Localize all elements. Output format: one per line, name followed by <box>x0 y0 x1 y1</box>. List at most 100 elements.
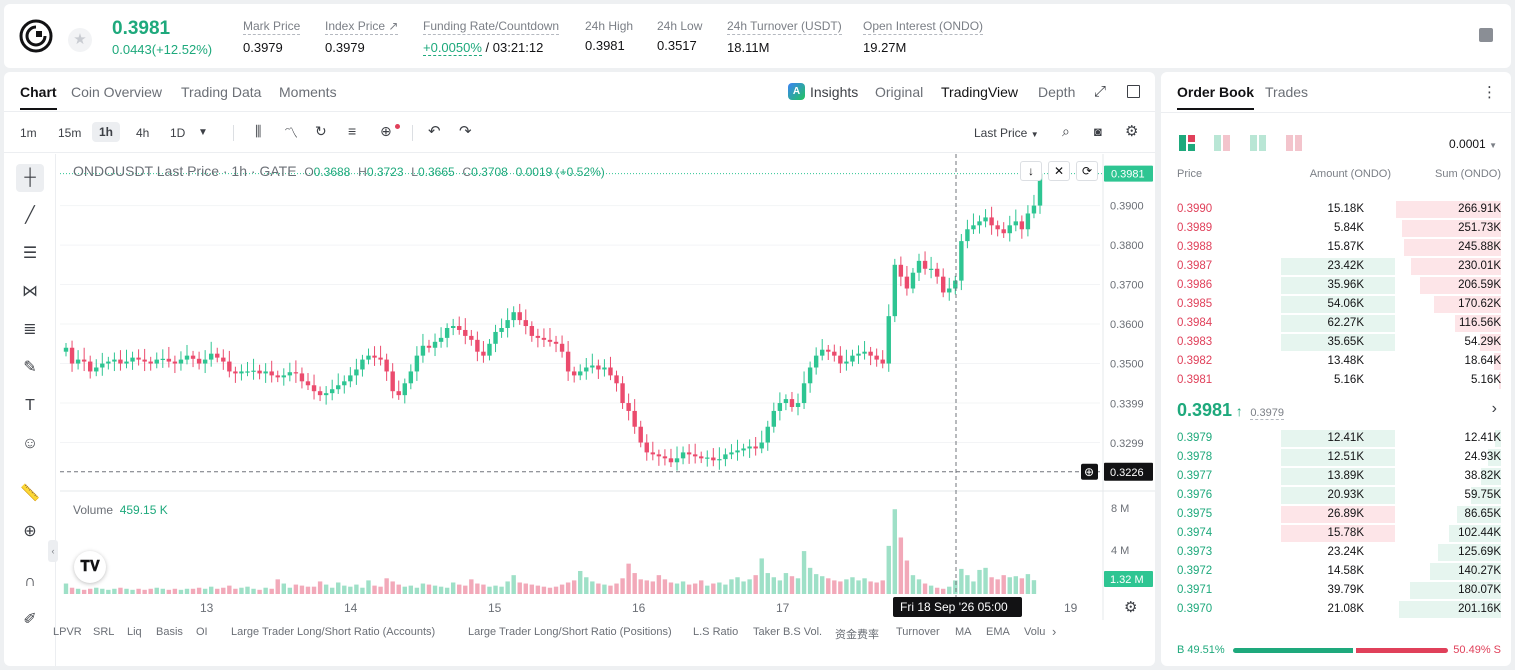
tab-moments[interactable]: Moments <box>279 84 337 100</box>
view-buy-icon[interactable] <box>1250 135 1266 151</box>
fib-tool-icon[interactable]: ≣ <box>23 321 37 338</box>
favorite-star-icon[interactable]: ★ <box>68 28 92 52</box>
bid-row[interactable]: 0.3972 14.58K 140.27K <box>1161 562 1511 581</box>
indicator-scroll-right-icon[interactable]: › <box>1052 624 1057 639</box>
view-sell-icon[interactable] <box>1214 135 1230 151</box>
interval-1d[interactable]: 1D <box>170 126 186 140</box>
view-both-icon[interactable] <box>1179 135 1195 151</box>
tab-trading-data[interactable]: Trading Data <box>181 84 262 100</box>
tab-trades[interactable]: Trades <box>1265 84 1309 100</box>
tab-original[interactable]: Original <box>875 84 924 100</box>
indicators-icon[interactable]: 〽 <box>284 125 298 141</box>
volume-bar <box>529 584 535 594</box>
bid-row[interactable]: 0.3978 12.51K 24.93K <box>1161 448 1511 467</box>
indicator-lpvr[interactable]: LPVR <box>53 626 82 638</box>
indicator-ltlsr-accounts[interactable]: Large Trader Long/Short Ratio (Accounts) <box>231 626 436 638</box>
indicator-srl[interactable]: SRL <box>93 626 115 638</box>
ask-row[interactable]: 0.3982 13.48K 18.64K <box>1161 352 1511 371</box>
templates-icon[interactable]: ≡ <box>348 123 357 139</box>
search-icon[interactable]: ⌕ <box>1062 123 1070 139</box>
window-icon[interactable] <box>1127 85 1140 98</box>
settings-gear-icon[interactable]: ⚙ <box>1125 123 1139 140</box>
tab-chart[interactable]: Chart <box>20 84 57 110</box>
text-tool-icon[interactable]: T <box>25 397 35 414</box>
bid-row[interactable]: 0.3979 12.41K 12.41K <box>1161 429 1511 448</box>
stat-index-price[interactable]: Index Price ↗ 0.3979 <box>325 19 399 55</box>
interval-1h[interactable]: 1h <box>92 122 121 142</box>
tradingview-logo[interactable]: 𝐓𝐕 <box>74 551 106 583</box>
emoji-tool-icon[interactable]: ☺ <box>21 435 39 452</box>
add-indicator-icon[interactable]: ⊕ <box>380 123 392 139</box>
indicator-basis[interactable]: Basis <box>156 626 183 638</box>
interval-15m[interactable]: 15m <box>58 126 82 140</box>
chart-settings-gear-icon[interactable]: ⚙ <box>1124 599 1138 616</box>
tab-insights[interactable]: Insights <box>810 84 859 100</box>
expand-icon[interactable]: ⤢ <box>1094 83 1107 100</box>
pencil-lock-icon[interactable]: ✐ <box>23 611 37 628</box>
bid-row[interactable]: 0.3977 13.89K 38.82K <box>1161 467 1511 486</box>
chart-maximize-button[interactable]: ⟳ <box>1076 161 1098 181</box>
ask-row[interactable]: 0.3990 15.18K 266.91K <box>1161 200 1511 219</box>
ruler-tool-icon[interactable]: 📏 <box>20 485 40 502</box>
view-depth-icon[interactable] <box>1286 135 1302 151</box>
candle-type-icon[interactable]: ⫼ <box>255 123 262 139</box>
orderbook-more-icon[interactable]: ⋮ <box>1482 84 1497 101</box>
indicator-oi[interactable]: OI <box>196 626 208 638</box>
ask-row[interactable]: 0.3986 35.96K 206.59K <box>1161 276 1511 295</box>
tab-order-book[interactable]: Order Book <box>1177 84 1255 110</box>
trendline-tool-icon[interactable]: ╱ <box>25 207 35 224</box>
bid-sum-bar <box>1410 582 1501 599</box>
bid-row[interactable]: 0.3970 21.08K 201.16K <box>1161 600 1511 619</box>
interval-4h[interactable]: 4h <box>136 126 150 140</box>
ask-row[interactable]: 0.3985 54.06K 170.62K <box>1161 295 1511 314</box>
interval-1m[interactable]: 1m <box>20 126 37 140</box>
bid-row[interactable]: 0.3976 20.93K 59.75K <box>1161 486 1511 505</box>
collapse-toolbar-icon[interactable]: ‹ <box>48 540 58 562</box>
pattern-tool-icon[interactable]: ⋈ <box>22 283 38 300</box>
volume-bar <box>856 580 861 594</box>
price-type-select[interactable]: Last Price ▼ <box>974 126 1039 140</box>
ask-row[interactable]: 0.3989 5.84K 251.73K <box>1161 219 1511 238</box>
ask-sum: 230.01K <box>1458 260 1501 272</box>
candlestick-chart[interactable]: 0.3900 0.3800 0.3700 0.3600 0.3500 0.3399 0.32… <box>60 154 1155 666</box>
chart-collapse-button[interactable]: ✕ <box>1048 161 1070 181</box>
ask-row[interactable]: 0.3983 35.65K 54.29K <box>1161 333 1511 352</box>
bid-row[interactable]: 0.3974 15.78K 102.44K <box>1161 524 1511 543</box>
indicator-volume[interactable]: Volu <box>1024 626 1046 638</box>
bid-row[interactable]: 0.3973 23.24K 125.69K <box>1161 543 1511 562</box>
ask-row[interactable]: 0.3984 62.27K 116.56K <box>1161 314 1511 333</box>
tab-tradingview[interactable]: TradingView <box>941 84 1019 100</box>
indicator-liq[interactable]: Liq <box>127 626 142 638</box>
indicator-ema[interactable]: EMA <box>986 626 1010 638</box>
hlines-tool-icon[interactable]: ☰ <box>22 245 38 262</box>
camera-icon[interactable]: ◙ <box>1094 124 1102 139</box>
zoom-tool-icon[interactable]: ⊕ <box>23 523 37 540</box>
volume-bar <box>166 589 172 594</box>
ask-row[interactable]: 0.3987 23.42K 230.01K <box>1161 257 1511 276</box>
redo-icon[interactable]: ↷ <box>459 123 472 140</box>
tab-coin-overview[interactable]: Coin Overview <box>71 84 163 100</box>
magnet-tool-icon[interactable]: ∩ <box>24 573 36 590</box>
chevron-right-icon[interactable]: › <box>1491 400 1497 417</box>
ask-row[interactable]: 0.3988 15.87K 245.88K <box>1161 238 1511 257</box>
indicator-ls-ratio[interactable]: L.S Ratio <box>693 626 739 638</box>
notebook-icon[interactable] <box>1479 28 1493 42</box>
compare-icon[interactable]: ↻ <box>315 123 327 139</box>
tick-size-select[interactable]: 0.0001 ▼ <box>1449 137 1497 151</box>
brush-tool-icon[interactable]: ✎ <box>23 359 37 376</box>
indicator-ma[interactable]: MA <box>955 626 972 638</box>
tab-depth[interactable]: Depth <box>1038 84 1076 100</box>
indicator-taker-bs-vol[interactable]: Taker B.S Vol. <box>753 626 823 638</box>
interval-dropdown-icon[interactable]: ▼ <box>198 127 208 138</box>
chart-area[interactable]: 0.3900 0.3800 0.3700 0.3600 0.3500 0.3399 0.32… <box>53 154 1155 666</box>
indicator-funding-rate[interactable]: 资金费率 <box>835 629 879 641</box>
bid-row[interactable]: 0.3971 39.79K 180.07K <box>1161 581 1511 600</box>
undo-icon[interactable]: ↶ <box>428 123 441 140</box>
ask-row[interactable]: 0.3981 5.16K 5.16K <box>1161 371 1511 390</box>
mid-price[interactable]: 0.3981 ↑ 0.3979 › <box>1177 400 1497 420</box>
indicator-ltlsr-positions[interactable]: Large Trader Long/Short Ratio (Positions… <box>468 626 672 638</box>
chart-scroll-down-button[interactable]: ↓ <box>1020 161 1042 181</box>
bid-row[interactable]: 0.3975 26.89K 86.65K <box>1161 505 1511 524</box>
indicator-turnover[interactable]: Turnover <box>896 626 940 638</box>
crosshair-tool-icon[interactable]: ┼ <box>16 164 44 192</box>
